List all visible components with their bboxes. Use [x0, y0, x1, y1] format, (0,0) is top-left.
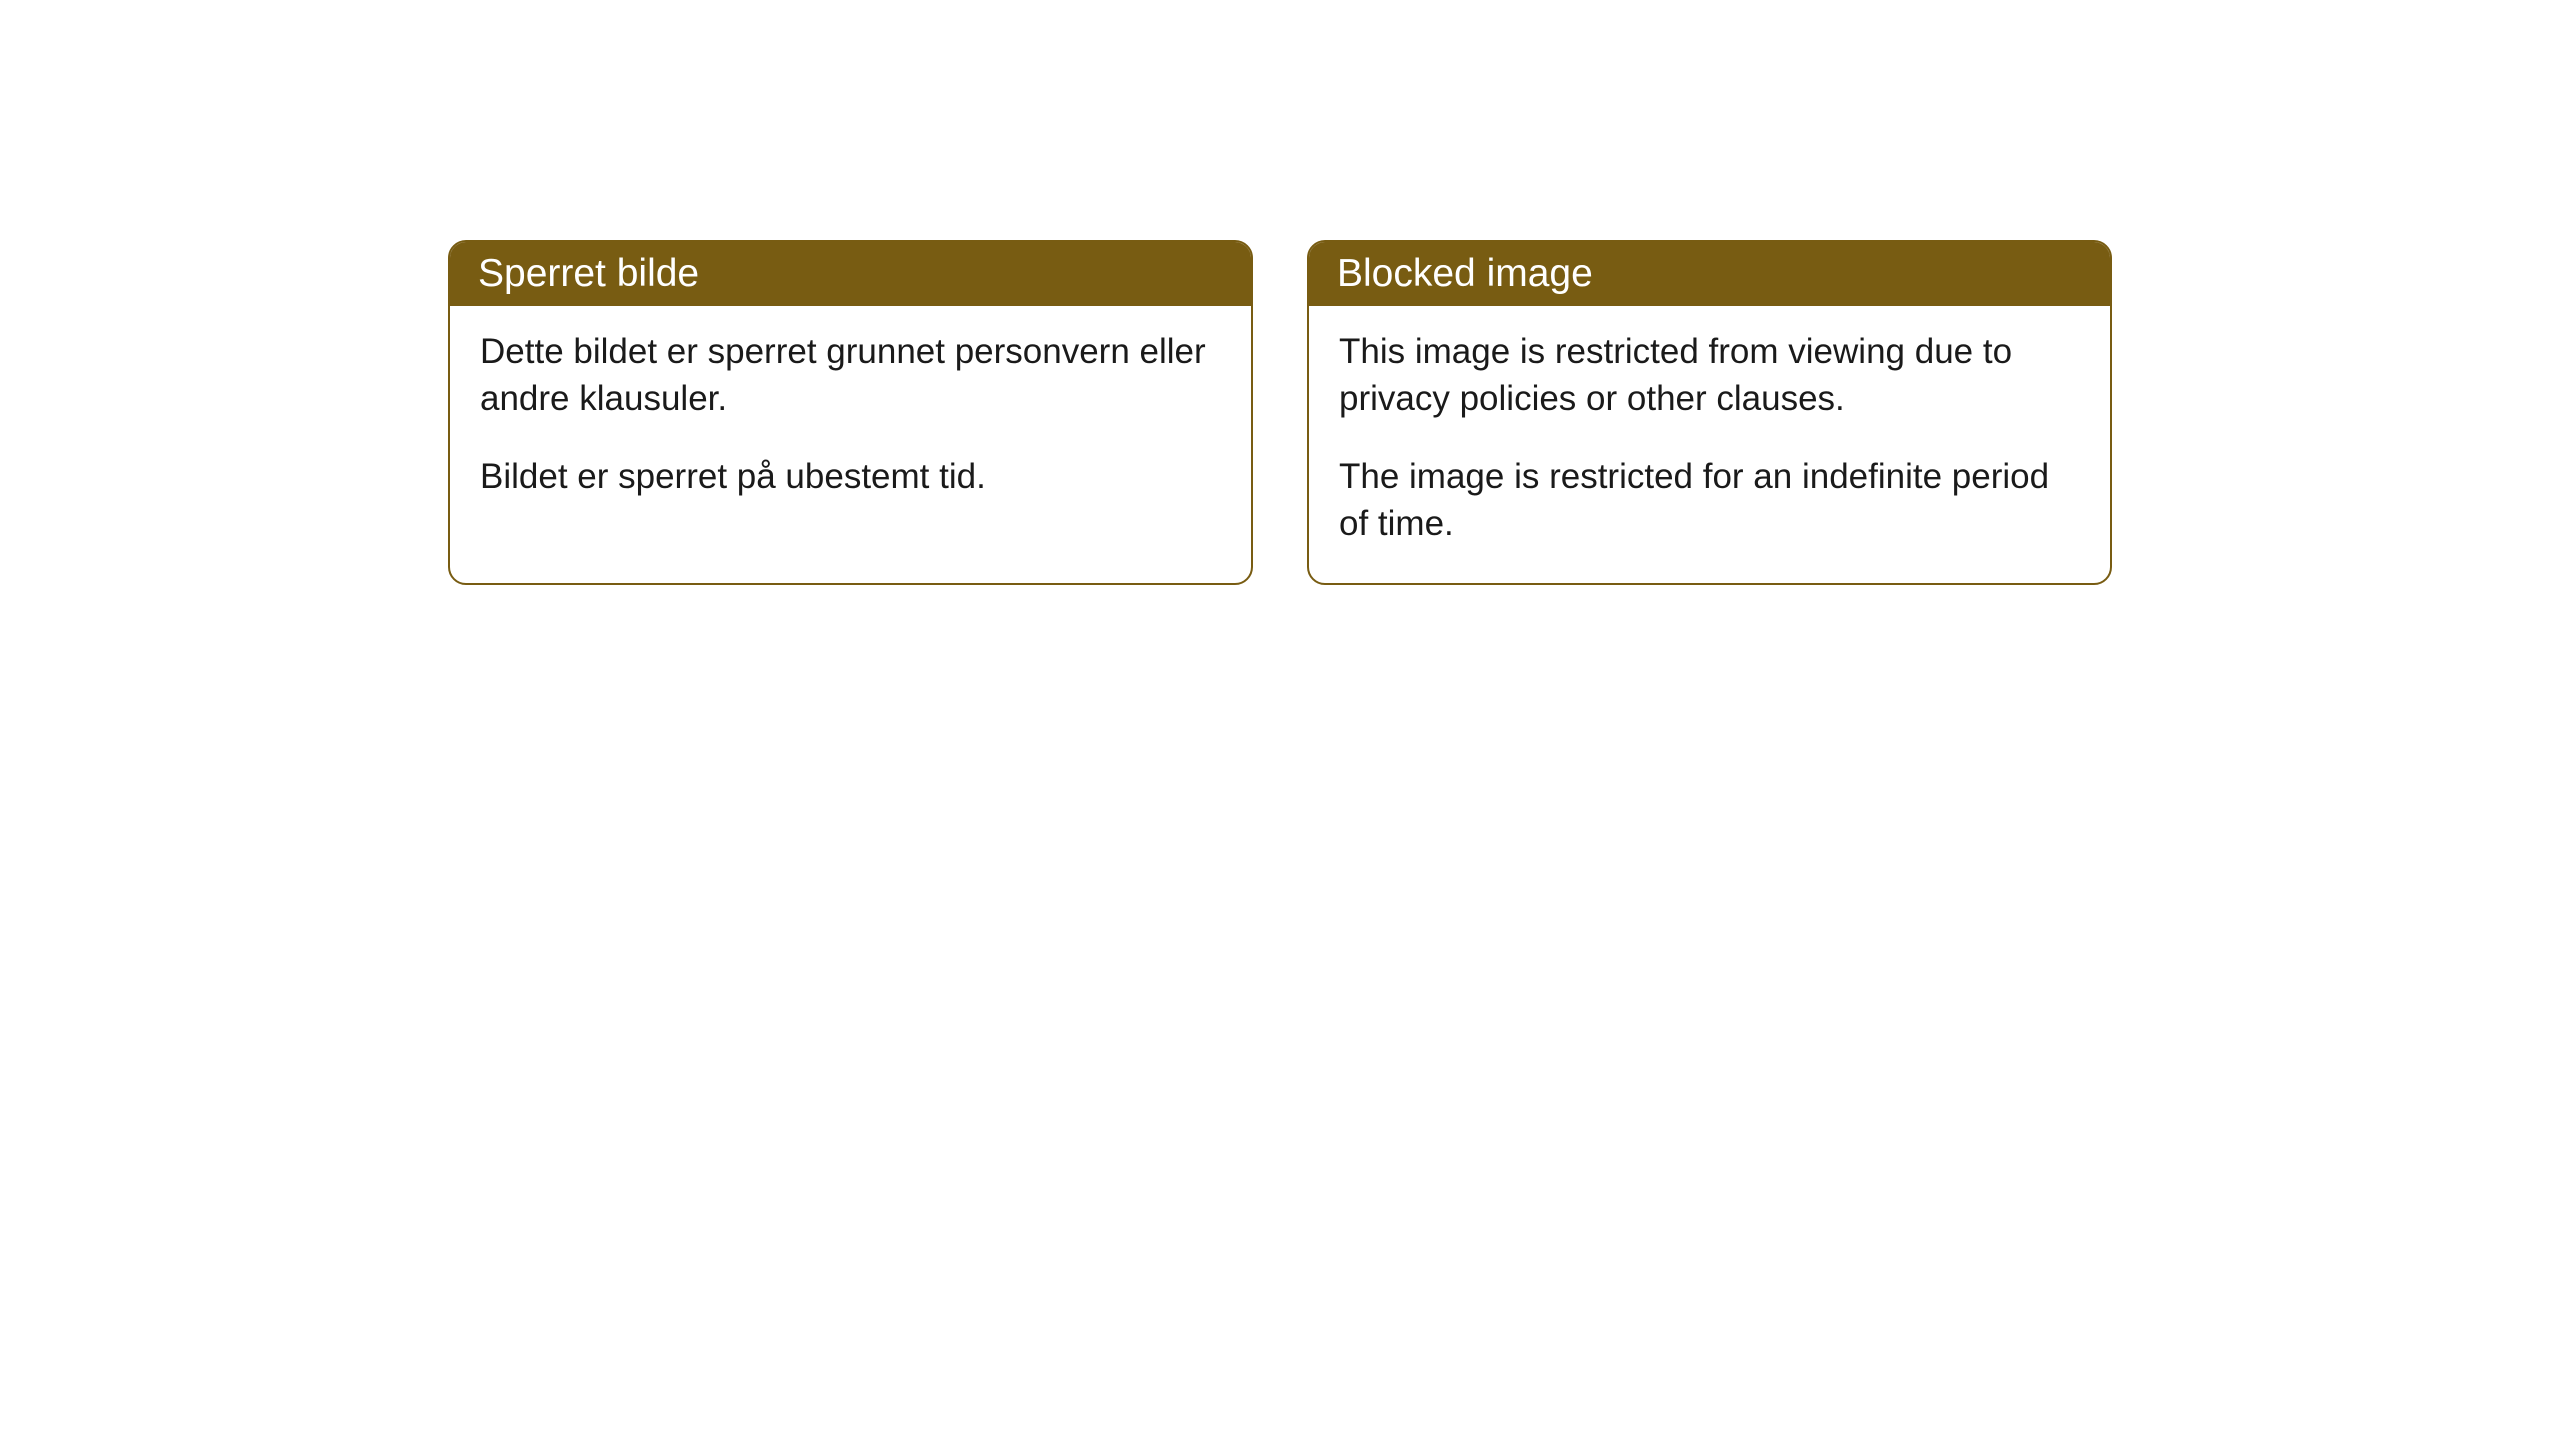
card-english: Blocked image This image is restricted f… [1307, 240, 2112, 585]
card-body-english: This image is restricted from viewing du… [1309, 306, 2110, 583]
card-title-norwegian: Sperret bilde [478, 252, 699, 295]
card-header-english: Blocked image [1309, 242, 2110, 306]
card-paragraph-1-norwegian: Dette bildet er sperret grunnet personve… [480, 328, 1221, 423]
card-paragraph-2-english: The image is restricted for an indefinit… [1339, 453, 2080, 548]
card-paragraph-1-english: This image is restricted from viewing du… [1339, 328, 2080, 423]
cards-container: Sperret bilde Dette bildet er sperret gr… [448, 240, 2112, 585]
card-header-norwegian: Sperret bilde [450, 242, 1251, 306]
card-paragraph-2-norwegian: Bildet er sperret på ubestemt tid. [480, 453, 1221, 500]
card-norwegian: Sperret bilde Dette bildet er sperret gr… [448, 240, 1253, 585]
card-body-norwegian: Dette bildet er sperret grunnet personve… [450, 306, 1251, 536]
card-title-english: Blocked image [1337, 252, 1593, 295]
